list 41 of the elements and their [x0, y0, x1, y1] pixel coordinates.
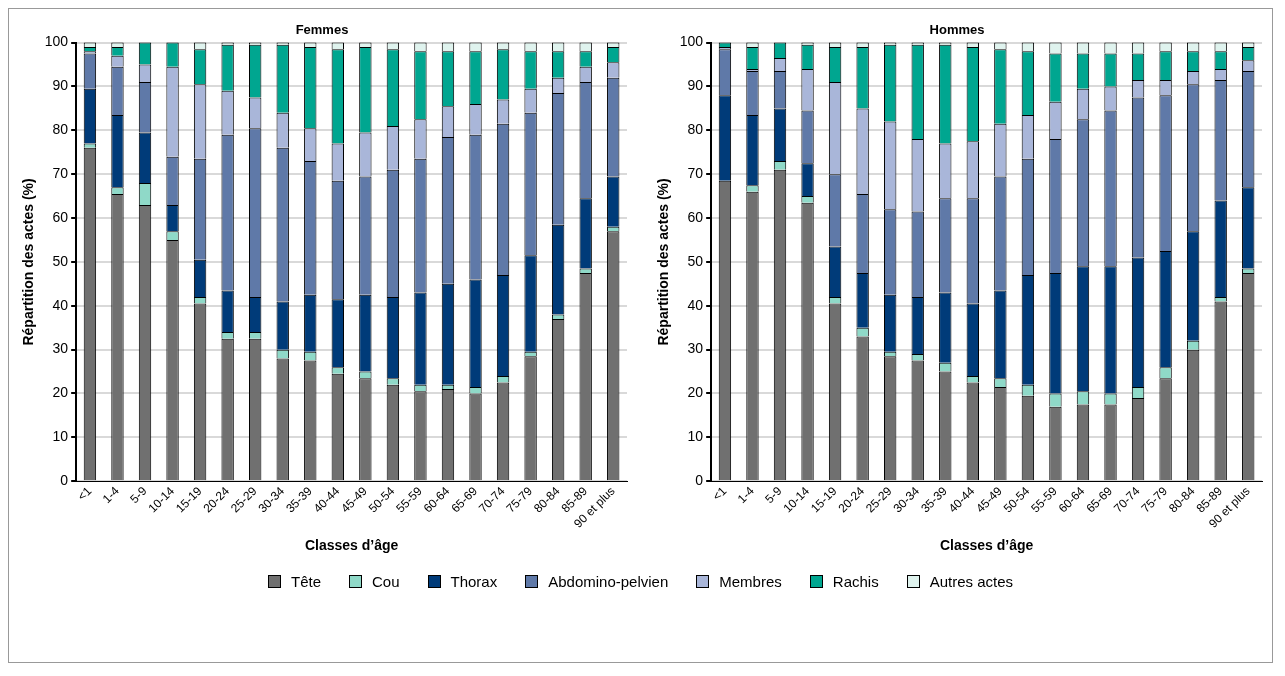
y-tick-label: 50 — [687, 252, 704, 269]
y-tick-label: 40 — [687, 296, 704, 313]
x-tick-label: 5-9 — [762, 483, 785, 507]
y-tick-label: 70 — [52, 165, 69, 182]
legend-label: Thorax — [450, 573, 498, 590]
y-tick-label: 100 — [44, 33, 69, 50]
x-axis-title: Classes d’âge — [939, 537, 1034, 554]
legend-label: Autres actes — [929, 573, 1014, 590]
x-axis-title: Classes d’âge — [304, 537, 399, 554]
x-tick-label: 1-4 — [99, 483, 123, 507]
y-axis-title: Répartition des actes (%) — [655, 178, 672, 346]
y-tick-label: 0 — [695, 472, 704, 489]
y-tick-label: 100 — [679, 33, 704, 50]
chart-title: Hommes — [929, 22, 985, 38]
x-tick-label: <1 — [709, 483, 730, 504]
chart-title: Femmes — [295, 22, 349, 38]
y-tick-label: 80 — [687, 121, 704, 138]
x-tick-label: 5-9 — [127, 483, 150, 507]
y-tick-label: 90 — [687, 77, 704, 94]
y-tick-label: 20 — [687, 384, 704, 401]
y-tick-label: 60 — [687, 208, 704, 225]
legend-label: Membres — [719, 573, 782, 590]
y-tick-label: 20 — [52, 384, 69, 401]
legend-label: Rachis — [832, 573, 879, 590]
y-tick-label: 70 — [687, 165, 704, 182]
y-tick-label: 80 — [52, 121, 69, 138]
y-tick-label: 50 — [52, 252, 69, 269]
y-tick-label: 40 — [52, 296, 69, 313]
y-tick-label: 0 — [60, 472, 69, 489]
legend-label: Tête — [290, 573, 321, 590]
y-tick-label: 90 — [52, 77, 69, 94]
legend-label: Cou — [371, 573, 400, 590]
x-tick-label: 1-4 — [734, 483, 758, 507]
y-tick-label: 30 — [687, 340, 704, 357]
y-axis-title: Répartition des actes (%) — [20, 178, 37, 346]
y-tick-label: 10 — [687, 428, 704, 445]
y-tick-label: 60 — [52, 208, 69, 225]
y-tick-label: 10 — [52, 428, 69, 445]
y-tick-label: 30 — [52, 340, 69, 357]
x-tick-label: <1 — [74, 483, 95, 504]
legend-label: Abdomino-pelvien — [548, 573, 669, 590]
